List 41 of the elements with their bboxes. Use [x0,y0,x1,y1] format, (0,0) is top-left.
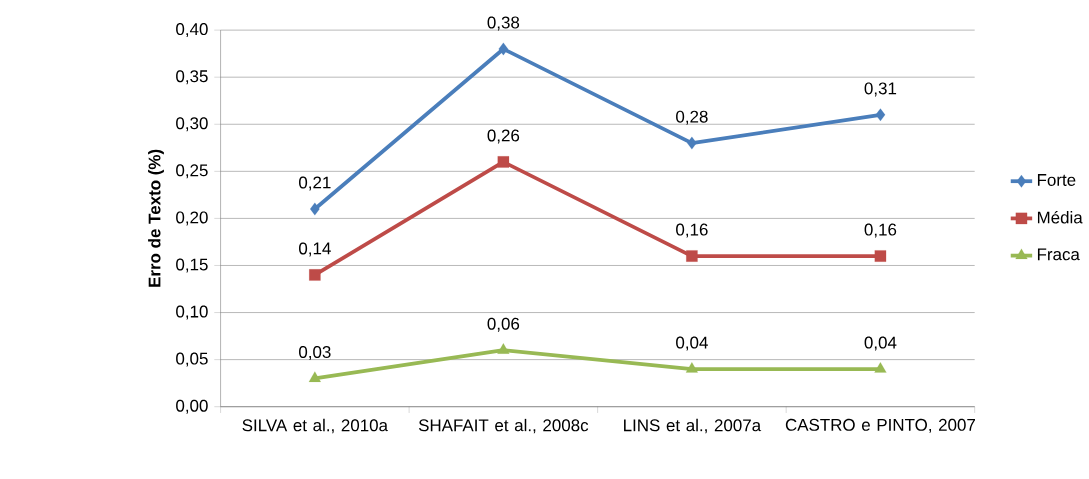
data-label: 0,04 [676,336,708,351]
point [498,42,509,56]
data-label: 0,26 [487,129,520,144]
data-label: 0,06 [487,317,520,332]
point [310,202,320,216]
point [497,343,510,354]
data-label: 0,21 [299,176,331,191]
x-tick-label: CASTRO e PINTO, 2007 [785,418,975,433]
data-label: 0,38 [487,16,520,31]
y-axis-title: Erro de Texto (%) [148,149,164,287]
point [686,250,698,262]
point [874,250,887,262]
data-label: 0,04 [864,336,897,351]
point [874,361,887,373]
data-label: 0,28 [676,110,708,125]
data-label: 0,03 [299,345,331,360]
legend-label: Média [1037,210,1083,224]
y-tick-label: 0,10 [176,305,208,320]
data-label: 0,16 [864,223,897,238]
point [685,361,698,373]
y-tick-label: 0,40 [176,23,208,38]
data-label: 0,16 [676,223,708,238]
y-tick-label: 0,20 [176,211,208,226]
legend-label: Fraca [1037,248,1080,261]
y-tick-label: 0,35 [176,70,208,85]
x-tick-label: LINS et al., 2007a [624,418,762,434]
x-tick-label: SHAFAIT et al., 2008c [418,418,589,434]
data-label: 0,31 [864,82,897,97]
point [497,156,510,168]
point [687,136,697,150]
y-tick-label: 0,25 [176,164,208,179]
point [875,108,886,122]
data-label: 0,14 [299,242,331,257]
point [308,371,321,382]
y-tick-label: 0,30 [176,117,208,132]
x-tick-label: SILVA et al., 2010a [242,418,388,434]
point [309,269,321,281]
y-tick-label: 0,05 [176,352,208,367]
y-tick-label: 0,15 [176,258,208,273]
legend-label: Forte [1037,174,1076,186]
y-tick-label: 0,00 [176,399,208,414]
